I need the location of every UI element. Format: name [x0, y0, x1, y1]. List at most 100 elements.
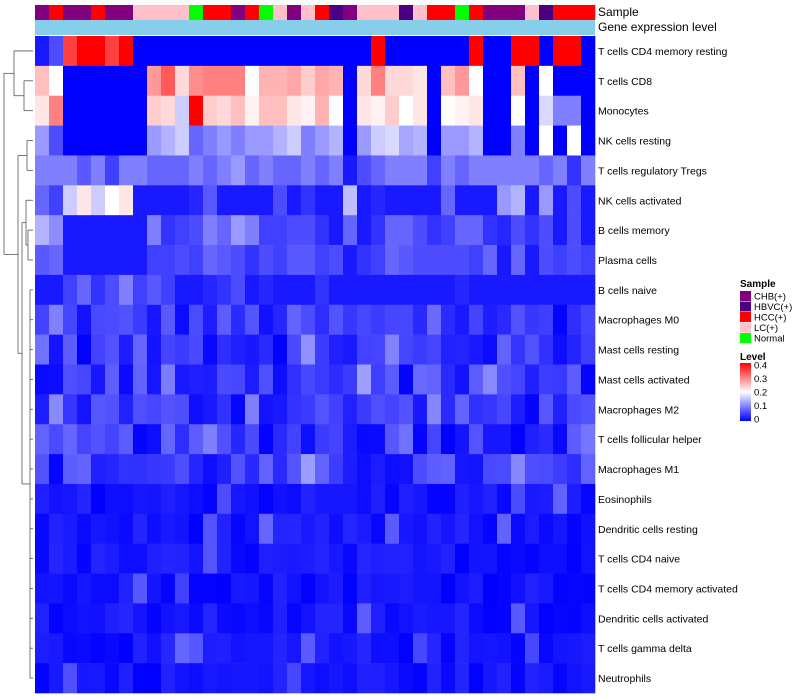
heatmap-cell	[301, 364, 316, 395]
heatmap-cell	[217, 573, 232, 604]
heatmap-cell	[413, 633, 428, 664]
heatmap-cell	[147, 603, 162, 634]
heatmap-cell	[203, 304, 218, 335]
heatmap-cell	[105, 304, 120, 335]
heatmap-cell	[511, 364, 526, 395]
heatmap-cell	[371, 155, 386, 186]
heatmap-cell	[105, 36, 120, 67]
sample-cell	[483, 5, 498, 20]
heatmap-cell	[483, 95, 498, 126]
heatmap-cell	[161, 394, 176, 425]
heatmap-cell	[273, 334, 288, 365]
sample-cell	[35, 5, 50, 20]
heatmap-cell	[91, 215, 106, 246]
heatmap-cell	[525, 573, 540, 604]
heatmap-cell	[119, 394, 134, 425]
heatmap-cell	[469, 573, 484, 604]
heatmap-cell	[581, 394, 596, 425]
heatmap-cell	[441, 215, 456, 246]
heatmap-cell	[91, 663, 106, 694]
sample-cell	[77, 5, 92, 20]
heatmap-cell	[553, 543, 568, 574]
heatmap-cell	[441, 513, 456, 544]
heatmap-cell	[91, 95, 106, 126]
heatmap-cell	[119, 155, 134, 186]
heatmap-cell	[343, 304, 358, 335]
heatmap-cell	[567, 454, 582, 485]
heatmap-cell	[105, 454, 120, 485]
sample-cell	[119, 5, 134, 20]
heatmap-cell	[455, 274, 470, 306]
heatmap-cell	[469, 125, 484, 156]
level-legend-tick: 0.4	[754, 361, 767, 372]
heatmap-cell	[329, 603, 344, 634]
heatmap-cell	[91, 334, 106, 365]
heatmap-cell	[343, 65, 358, 97]
heatmap-cell	[413, 65, 428, 97]
heatmap-cell	[245, 663, 260, 694]
heatmap-cell	[245, 543, 260, 574]
heatmap-cell	[315, 95, 330, 126]
heatmap-cell	[287, 65, 302, 97]
heatmap-cell	[581, 155, 596, 186]
row-label: Mast cells resting	[598, 345, 679, 357]
heatmap-cell	[259, 155, 274, 186]
heatmap-cell	[427, 185, 442, 216]
heatmap-cell	[511, 483, 526, 515]
heatmap-cell	[497, 603, 512, 634]
heatmap-cell	[63, 633, 78, 664]
heatmap-cell	[203, 95, 218, 126]
heatmap-cell	[357, 603, 372, 634]
heatmap-cell	[441, 633, 456, 664]
heatmap-cell	[231, 543, 246, 574]
heatmap-cell	[469, 185, 484, 216]
heatmap-cell	[105, 483, 120, 515]
heatmap-cell	[259, 483, 274, 515]
heatmap-cell	[343, 155, 358, 186]
heatmap-cell	[161, 663, 176, 694]
heatmap-cell	[539, 394, 554, 425]
heatmap-cell	[273, 215, 288, 246]
heatmap-cell	[497, 274, 512, 306]
heatmap-cell	[413, 394, 428, 425]
heatmap-cell	[567, 573, 582, 604]
heatmap-cell	[441, 36, 456, 67]
heatmap-cell	[399, 95, 414, 126]
row-label: T cells CD4 memory activated	[598, 583, 738, 595]
heatmap-cell	[427, 394, 442, 425]
heatmap-cell	[287, 454, 302, 485]
heatmap-cell	[399, 394, 414, 425]
heatmap-cell	[273, 603, 288, 634]
heatmap-cell	[441, 245, 456, 276]
heatmap-cell	[245, 603, 260, 634]
sample-cell	[259, 5, 274, 20]
heatmap-cell	[217, 215, 232, 246]
heatmap-cell	[315, 304, 330, 335]
heatmap-cell	[77, 513, 92, 544]
heatmap-cell	[511, 304, 526, 335]
sample-cell	[245, 5, 260, 20]
heatmap-cell	[399, 454, 414, 485]
sample-cell	[175, 5, 190, 20]
heatmap-cell	[511, 454, 526, 485]
heatmap-cell	[105, 663, 120, 694]
heatmap-cell	[175, 483, 190, 515]
heatmap-cell	[539, 274, 554, 306]
sample-cell	[161, 5, 176, 20]
heatmap-cell	[91, 185, 106, 216]
heatmap-cell	[441, 95, 456, 126]
heatmap-cell	[455, 573, 470, 604]
level-legend-title: Level	[740, 352, 766, 363]
heatmap-cell	[567, 603, 582, 634]
heatmap-cell	[343, 513, 358, 544]
sample-cell	[539, 5, 554, 20]
heatmap-cell	[63, 513, 78, 544]
heatmap-cell	[357, 633, 372, 664]
heatmap-cell	[259, 245, 274, 276]
heatmap-cell	[287, 274, 302, 306]
heatmap-cell	[77, 155, 92, 186]
sample-annotation-track	[35, 5, 596, 20]
heatmap-cell	[133, 274, 148, 306]
row-label: Macrophages M2	[598, 404, 679, 416]
heatmap-cell	[413, 513, 428, 544]
